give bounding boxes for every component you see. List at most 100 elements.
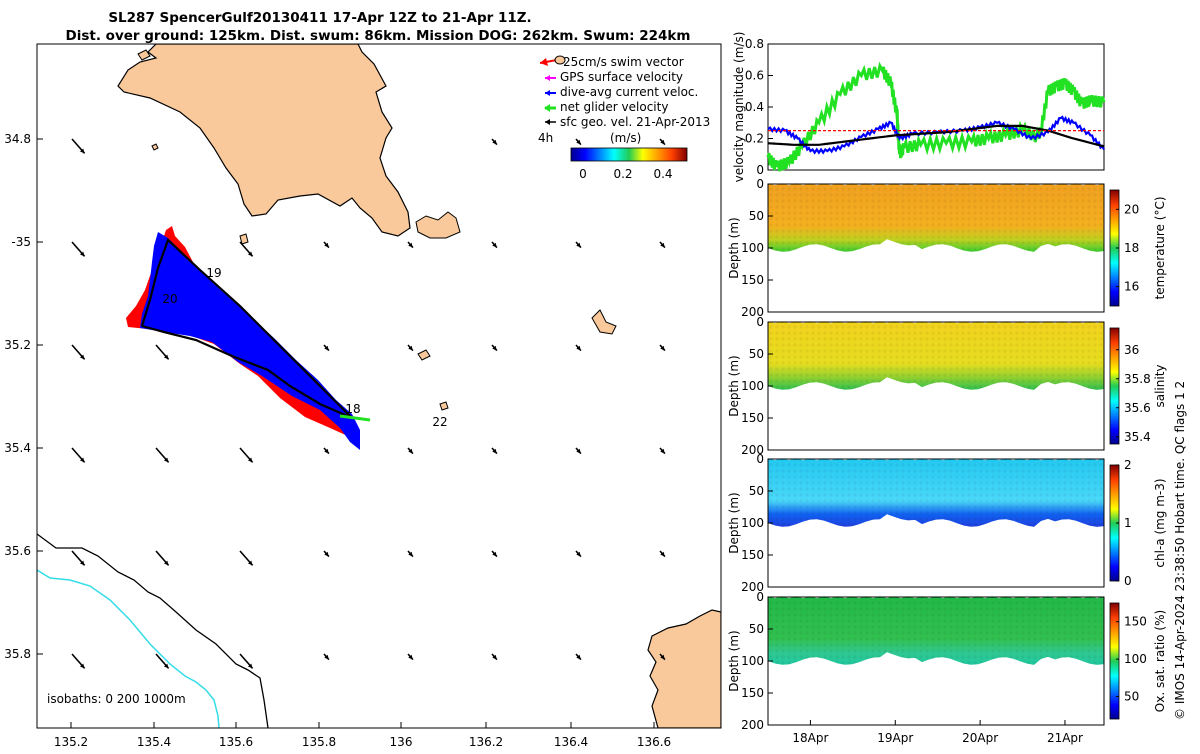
- sfc-velocity-arrowhead: [660, 242, 665, 248]
- map-panel: 19 20 18 22 isobaths: 0 200 1000m 135.2 1…: [4, 43, 722, 749]
- velocity-ylabel: velocity magnitude (m/s): [732, 32, 746, 183]
- credit-text: © IMOS 14-Apr-2024 23:38:50 Hobart time.…: [1173, 381, 1187, 720]
- velocity-panel: 0 0.2 0.4 0.6 0.8 velocity magnitude (m/s): [732, 32, 1106, 183]
- velocity-series-line: [766, 61, 1106, 172]
- isobath-200: [37, 533, 269, 728]
- map-x-tick-label: 135.2: [54, 735, 88, 749]
- sfc-velocity-arrowhead: [324, 242, 329, 248]
- sfc-velocity-arrowhead: [79, 663, 85, 669]
- sfc-velocity-arrowhead: [576, 551, 581, 557]
- depth-tick-label: 150: [741, 686, 764, 700]
- sfc-velocity-arrowhead: [576, 139, 581, 145]
- map-legend: 25cm/s swim vector GPS surface velocity …: [538, 55, 710, 181]
- map-y-tick-label: 35.2: [4, 338, 31, 352]
- map-x-tick-label: 136.2: [469, 735, 503, 749]
- time-tick-label: 19Apr: [877, 731, 913, 745]
- sfc-velocity-arrowhead: [660, 551, 665, 557]
- sfc-velocity-arrowhead: [247, 663, 253, 669]
- map-y-axis: 34.8 -35 35.2 35.4 35.6 35.8: [4, 132, 43, 661]
- map-x-tick-label: 136.4: [554, 735, 588, 749]
- section-texture: [768, 596, 1104, 665]
- land-island: [415, 211, 461, 239]
- depth-tick-label: 50: [749, 347, 764, 361]
- sfc-velocity-arrowhead: [576, 448, 581, 454]
- depth-tick-label: 0: [756, 590, 764, 604]
- sfc-velocity-arrowhead: [408, 654, 413, 660]
- sfc-velocity-arrowhead: [79, 457, 85, 463]
- time-tick-label: 20Apr: [962, 731, 998, 745]
- legend-tick: 0.2: [613, 167, 632, 181]
- colorbar-tick-label: 16: [1124, 280, 1139, 294]
- sfc-velocity-arrowhead: [660, 654, 665, 660]
- colorbar-tick-label: 36: [1124, 343, 1139, 357]
- map-y-tick-label: 35.6: [4, 544, 31, 558]
- sfc-velocity-arrowhead: [408, 448, 413, 454]
- depth-tick-label: 50: [749, 622, 764, 636]
- sfc-velocity-arrowhead: [247, 251, 253, 257]
- map-x-tick-label: 136.6: [637, 735, 671, 749]
- sfc-velocity-arrowhead: [408, 242, 413, 248]
- depth-tick-label: 100: [741, 379, 764, 393]
- depth-tick-label: 0: [756, 452, 764, 466]
- sfc-velocity-arrowhead: [492, 654, 497, 660]
- sfc-velocity-arrowhead: [324, 448, 329, 454]
- colorbar-tick-label: 18: [1124, 241, 1139, 255]
- sfc-velocity-arrowhead: [660, 448, 665, 454]
- legend-label: dive-avg current veloc.: [560, 85, 698, 99]
- depth-tick-label: 200: [741, 718, 764, 732]
- legend-swim-vector: 25cm/s swim vector: [539, 55, 684, 69]
- legend-sfc-geo-velocity: sfc geo. vel. 21-Apr-2013: [545, 115, 710, 129]
- legend-time-label: 4h: [538, 131, 553, 145]
- isobath-1000: [37, 569, 220, 728]
- sfc-velocity-arrowhead: [492, 139, 497, 145]
- time-tick-label: 21Apr: [1047, 731, 1083, 745]
- sfc-velocity-arrowhead: [79, 251, 85, 257]
- map-x-tick-label: 135.8: [302, 735, 336, 749]
- day-label-19: 19: [206, 266, 221, 280]
- isobath-label: isobaths: 0 200 1000m: [47, 692, 186, 706]
- day-label-22: 22: [432, 415, 447, 429]
- legend-net-glider-velocity: net glider velocity: [544, 100, 668, 114]
- sfc-velocity-arrows: [71, 138, 666, 669]
- colorbar-label: chl-a (mg m-3): [1153, 478, 1167, 567]
- map-y-tick-label: 35.4: [4, 441, 31, 455]
- depth-tick-label: 50: [749, 209, 764, 223]
- sfc-velocity-arrowhead: [576, 654, 581, 660]
- legend-label: net glider velocity: [560, 100, 668, 114]
- land-kangaroo-island: [647, 609, 721, 728]
- sfc-velocity-arrowhead: [492, 448, 497, 454]
- map-x-tick-label: 135.4: [137, 735, 171, 749]
- legend-label: GPS surface velocity: [560, 70, 683, 84]
- legend-label: sfc geo. vel. 21-Apr-2013: [560, 115, 710, 129]
- legend-colorbar: [570, 147, 688, 162]
- sfc-velocity-arrowhead: [247, 560, 253, 566]
- velocity-series-line: [767, 124, 1105, 148]
- section-texture: [768, 321, 1104, 390]
- map-y-tick-label: 35.8: [4, 647, 31, 661]
- legend-dive-avg-current: dive-avg current veloc.: [545, 85, 698, 99]
- day-label-18: 18: [345, 402, 360, 416]
- sfc-velocity-arrowhead: [163, 663, 169, 669]
- depth-tick-label: 200: [741, 443, 764, 457]
- section-colorbar: [1109, 602, 1120, 720]
- net-glider-velocity: [339, 414, 371, 422]
- sfc-velocity-arrowhead: [576, 345, 581, 351]
- colorbar-tick-label: 35.6: [1124, 401, 1151, 415]
- colorbar-label: Ox. sat. ratio (%): [1153, 610, 1167, 712]
- depth-label: Depth (m): [727, 355, 741, 416]
- time-axis: 18Apr 19Apr 20Apr 21Apr: [792, 720, 1083, 745]
- map-x-axis: 135.2 135.4 135.6 135.8 136 136.2 136.4 136.6: [54, 722, 671, 749]
- depth-tick-label: 150: [741, 273, 764, 287]
- land-island: [239, 233, 249, 245]
- section-panel-chl-a: 0 50 100 150 200 Depth (m) 2 1 0 chl-a (mg m-3): [727, 452, 1167, 594]
- glider-track: [140, 238, 353, 420]
- sfc-velocity-arrowhead: [79, 148, 85, 154]
- velocity-y-tick-label: 0: [756, 163, 764, 177]
- land-island: [439, 401, 449, 411]
- colorbar-tick-label: 100: [1124, 652, 1147, 666]
- map-x-tick-label: 135.6: [219, 735, 253, 749]
- depth-tick-label: 200: [741, 580, 764, 594]
- map-y-tick-label: 34.8: [4, 132, 31, 146]
